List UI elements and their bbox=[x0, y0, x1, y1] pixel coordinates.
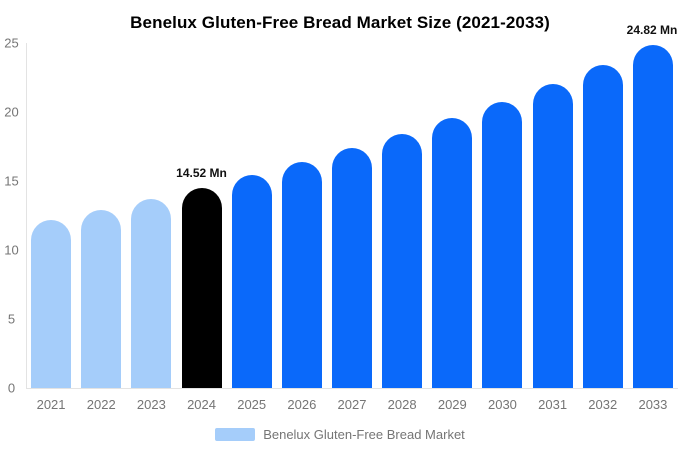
x-label-2023: 2023 bbox=[136, 397, 166, 412]
x-label-2030: 2030 bbox=[487, 397, 517, 412]
x-axis-line bbox=[26, 388, 678, 389]
x-label-2027: 2027 bbox=[337, 397, 367, 412]
bar-2025[interactable] bbox=[231, 175, 272, 388]
value-label-2024: 14.52 Mn bbox=[176, 165, 227, 180]
x-label-2028: 2028 bbox=[387, 397, 417, 412]
x-label-2031: 2031 bbox=[538, 397, 568, 412]
bar-2024[interactable] bbox=[181, 187, 222, 388]
x-label-2029: 2029 bbox=[437, 397, 467, 412]
bar-2032[interactable] bbox=[582, 65, 623, 388]
bar-2021[interactable] bbox=[31, 220, 72, 388]
legend[interactable]: Benelux Gluten-Free Bread Market bbox=[0, 427, 680, 442]
x-label-2026: 2026 bbox=[287, 397, 317, 412]
x-label-2032: 2032 bbox=[588, 397, 618, 412]
x-label-2025: 2025 bbox=[237, 397, 267, 412]
chart-title: Benelux Gluten-Free Bread Market Size (2… bbox=[130, 13, 550, 32]
x-label-2021: 2021 bbox=[36, 397, 66, 412]
y-tick-0: 0 bbox=[7, 380, 16, 396]
y-tick-25: 25 bbox=[4, 35, 19, 51]
bar-2030[interactable] bbox=[482, 101, 523, 388]
x-label-2033: 2033 bbox=[638, 397, 668, 412]
bar-2031[interactable] bbox=[532, 83, 573, 388]
bar-2022[interactable] bbox=[81, 210, 122, 388]
y-axis-line bbox=[26, 43, 27, 388]
x-label-2022: 2022 bbox=[86, 397, 116, 412]
bar-2033[interactable] bbox=[632, 45, 673, 388]
legend-label: Benelux Gluten-Free Bread Market bbox=[263, 427, 465, 442]
y-tick-10: 10 bbox=[4, 242, 19, 258]
legend-swatch bbox=[215, 428, 256, 441]
bar-2027[interactable] bbox=[332, 148, 372, 388]
bar-2026[interactable] bbox=[281, 162, 322, 388]
bar-2023[interactable] bbox=[131, 199, 172, 388]
bar-2029[interactable] bbox=[432, 118, 473, 388]
y-tick-20: 20 bbox=[4, 104, 19, 120]
value-label-2033: 24.82 Mn bbox=[626, 23, 678, 38]
y-tick-5: 5 bbox=[7, 311, 16, 327]
x-label-2024: 2024 bbox=[187, 397, 216, 412]
y-tick-15: 15 bbox=[4, 173, 19, 189]
bar-2028[interactable] bbox=[382, 133, 423, 388]
